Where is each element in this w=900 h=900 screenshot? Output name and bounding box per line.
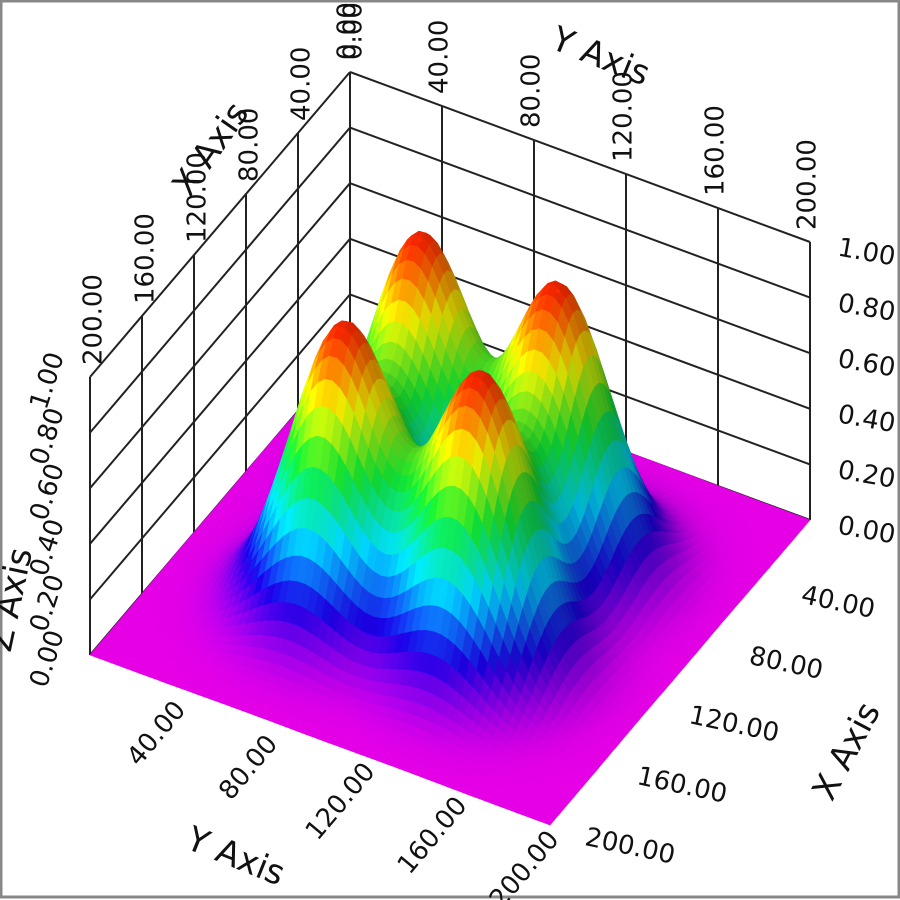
grid-line [89, 238, 351, 545]
peak-apex [478, 380, 482, 385]
grid-line [349, 126, 811, 299]
grid-line [349, 182, 811, 355]
tick-label: 160.00 [701, 105, 731, 196]
tick-label: 40.00 [425, 20, 455, 94]
tick-label: 160.00 [131, 213, 161, 304]
peak-apex [340, 329, 344, 334]
grid-line [89, 126, 351, 434]
peak-apex [418, 238, 422, 243]
grid-line [89, 71, 351, 378]
grid-line [349, 71, 811, 243]
tick-label: 120.00 [609, 71, 639, 162]
tick-label: 200.00 [793, 139, 823, 230]
grid-line [89, 182, 351, 489]
tick-label: 120.00 [183, 152, 213, 243]
tick-label: 0.00 [333, 2, 363, 60]
grid-line [89, 293, 351, 601]
surface-patch [542, 817, 555, 826]
tick-label: 0.00 [339, 2, 369, 60]
tick-label: 40.00 [287, 47, 317, 121]
tick-label: 80.00 [235, 108, 265, 182]
tick-label: 80.00 [517, 54, 547, 128]
surface [89, 230, 811, 826]
peak-apex [556, 289, 560, 294]
tick-label: 200.00 [79, 274, 109, 365]
